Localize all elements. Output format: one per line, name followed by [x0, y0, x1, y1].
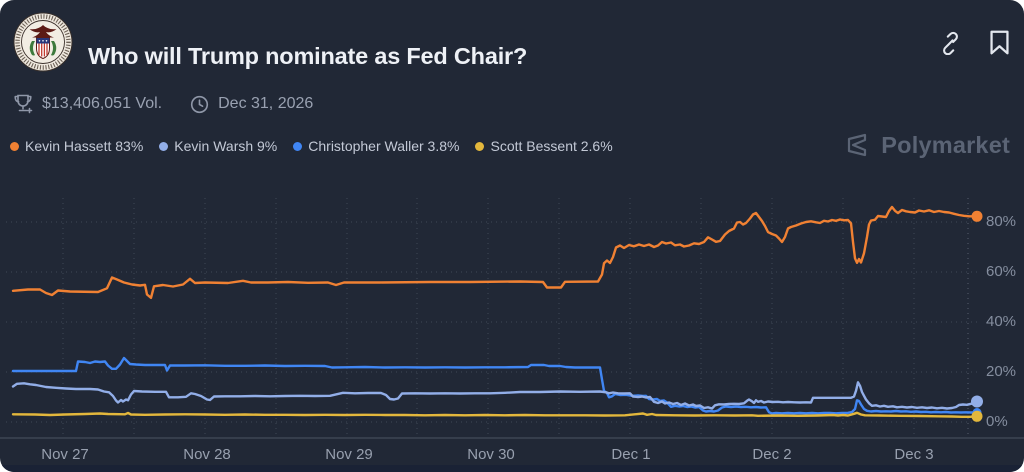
clock-icon: [191, 95, 209, 113]
chart-legend: Kevin Hassett 83% Kevin Warsh 9% Christo…: [10, 138, 613, 154]
bottom-panel-edge: [0, 465, 1024, 472]
trophy-icon: [14, 94, 33, 114]
legend-item-kevin-hassett: Kevin Hassett 83%: [10, 138, 143, 154]
legend-item-kevin-warsh: Kevin Warsh 9%: [159, 138, 277, 154]
series-line-kevin-warsh: [11, 381, 979, 410]
series-dot-scott-bessent: [971, 410, 983, 422]
polymarket-watermark: Polymarket: [842, 130, 1010, 160]
series-dot-kevin-warsh: [971, 395, 983, 408]
legend-item-scott-bessent: Scott Bessent 2.6%: [475, 138, 613, 154]
legend-label: Scott Bessent 2.6%: [490, 138, 613, 154]
polymarket-logo-icon: [848, 133, 867, 157]
legend-label: Kevin Hassett 83%: [25, 138, 144, 154]
legend-label: Christopher Waller 3.8%: [308, 138, 460, 154]
legend-dot: [293, 141, 303, 151]
watermark-label: Polymarket: [881, 131, 1010, 158]
link-icon: [943, 31, 958, 56]
end-date-label: Dec 31, 2026: [218, 95, 314, 112]
page-title: Who will Trump nominate as Fed Chair?: [88, 42, 528, 69]
legend-label: Kevin Warsh 9%: [174, 138, 278, 154]
federal-reserve-seal-icon: [13, 12, 73, 72]
series-line-christopher-waller: [11, 356, 979, 415]
series-line-scott-bessent: [11, 411, 979, 418]
legend-item-christopher-waller: Christopher Waller 3.8%: [293, 138, 459, 154]
series-dot-kevin-hassett: [971, 210, 983, 222]
series-line-kevin-hassett: [11, 205, 979, 299]
legend-dot: [475, 141, 485, 151]
bookmark-button[interactable]: [987, 28, 1012, 57]
bookmark-icon: [990, 30, 1009, 55]
volume-label: $13,406,051 Vol.: [42, 95, 163, 112]
market-avatar: [13, 12, 73, 72]
legend-dot: [159, 141, 169, 151]
copy-link-button[interactable]: [936, 28, 965, 57]
legend-dot: [10, 141, 19, 151]
